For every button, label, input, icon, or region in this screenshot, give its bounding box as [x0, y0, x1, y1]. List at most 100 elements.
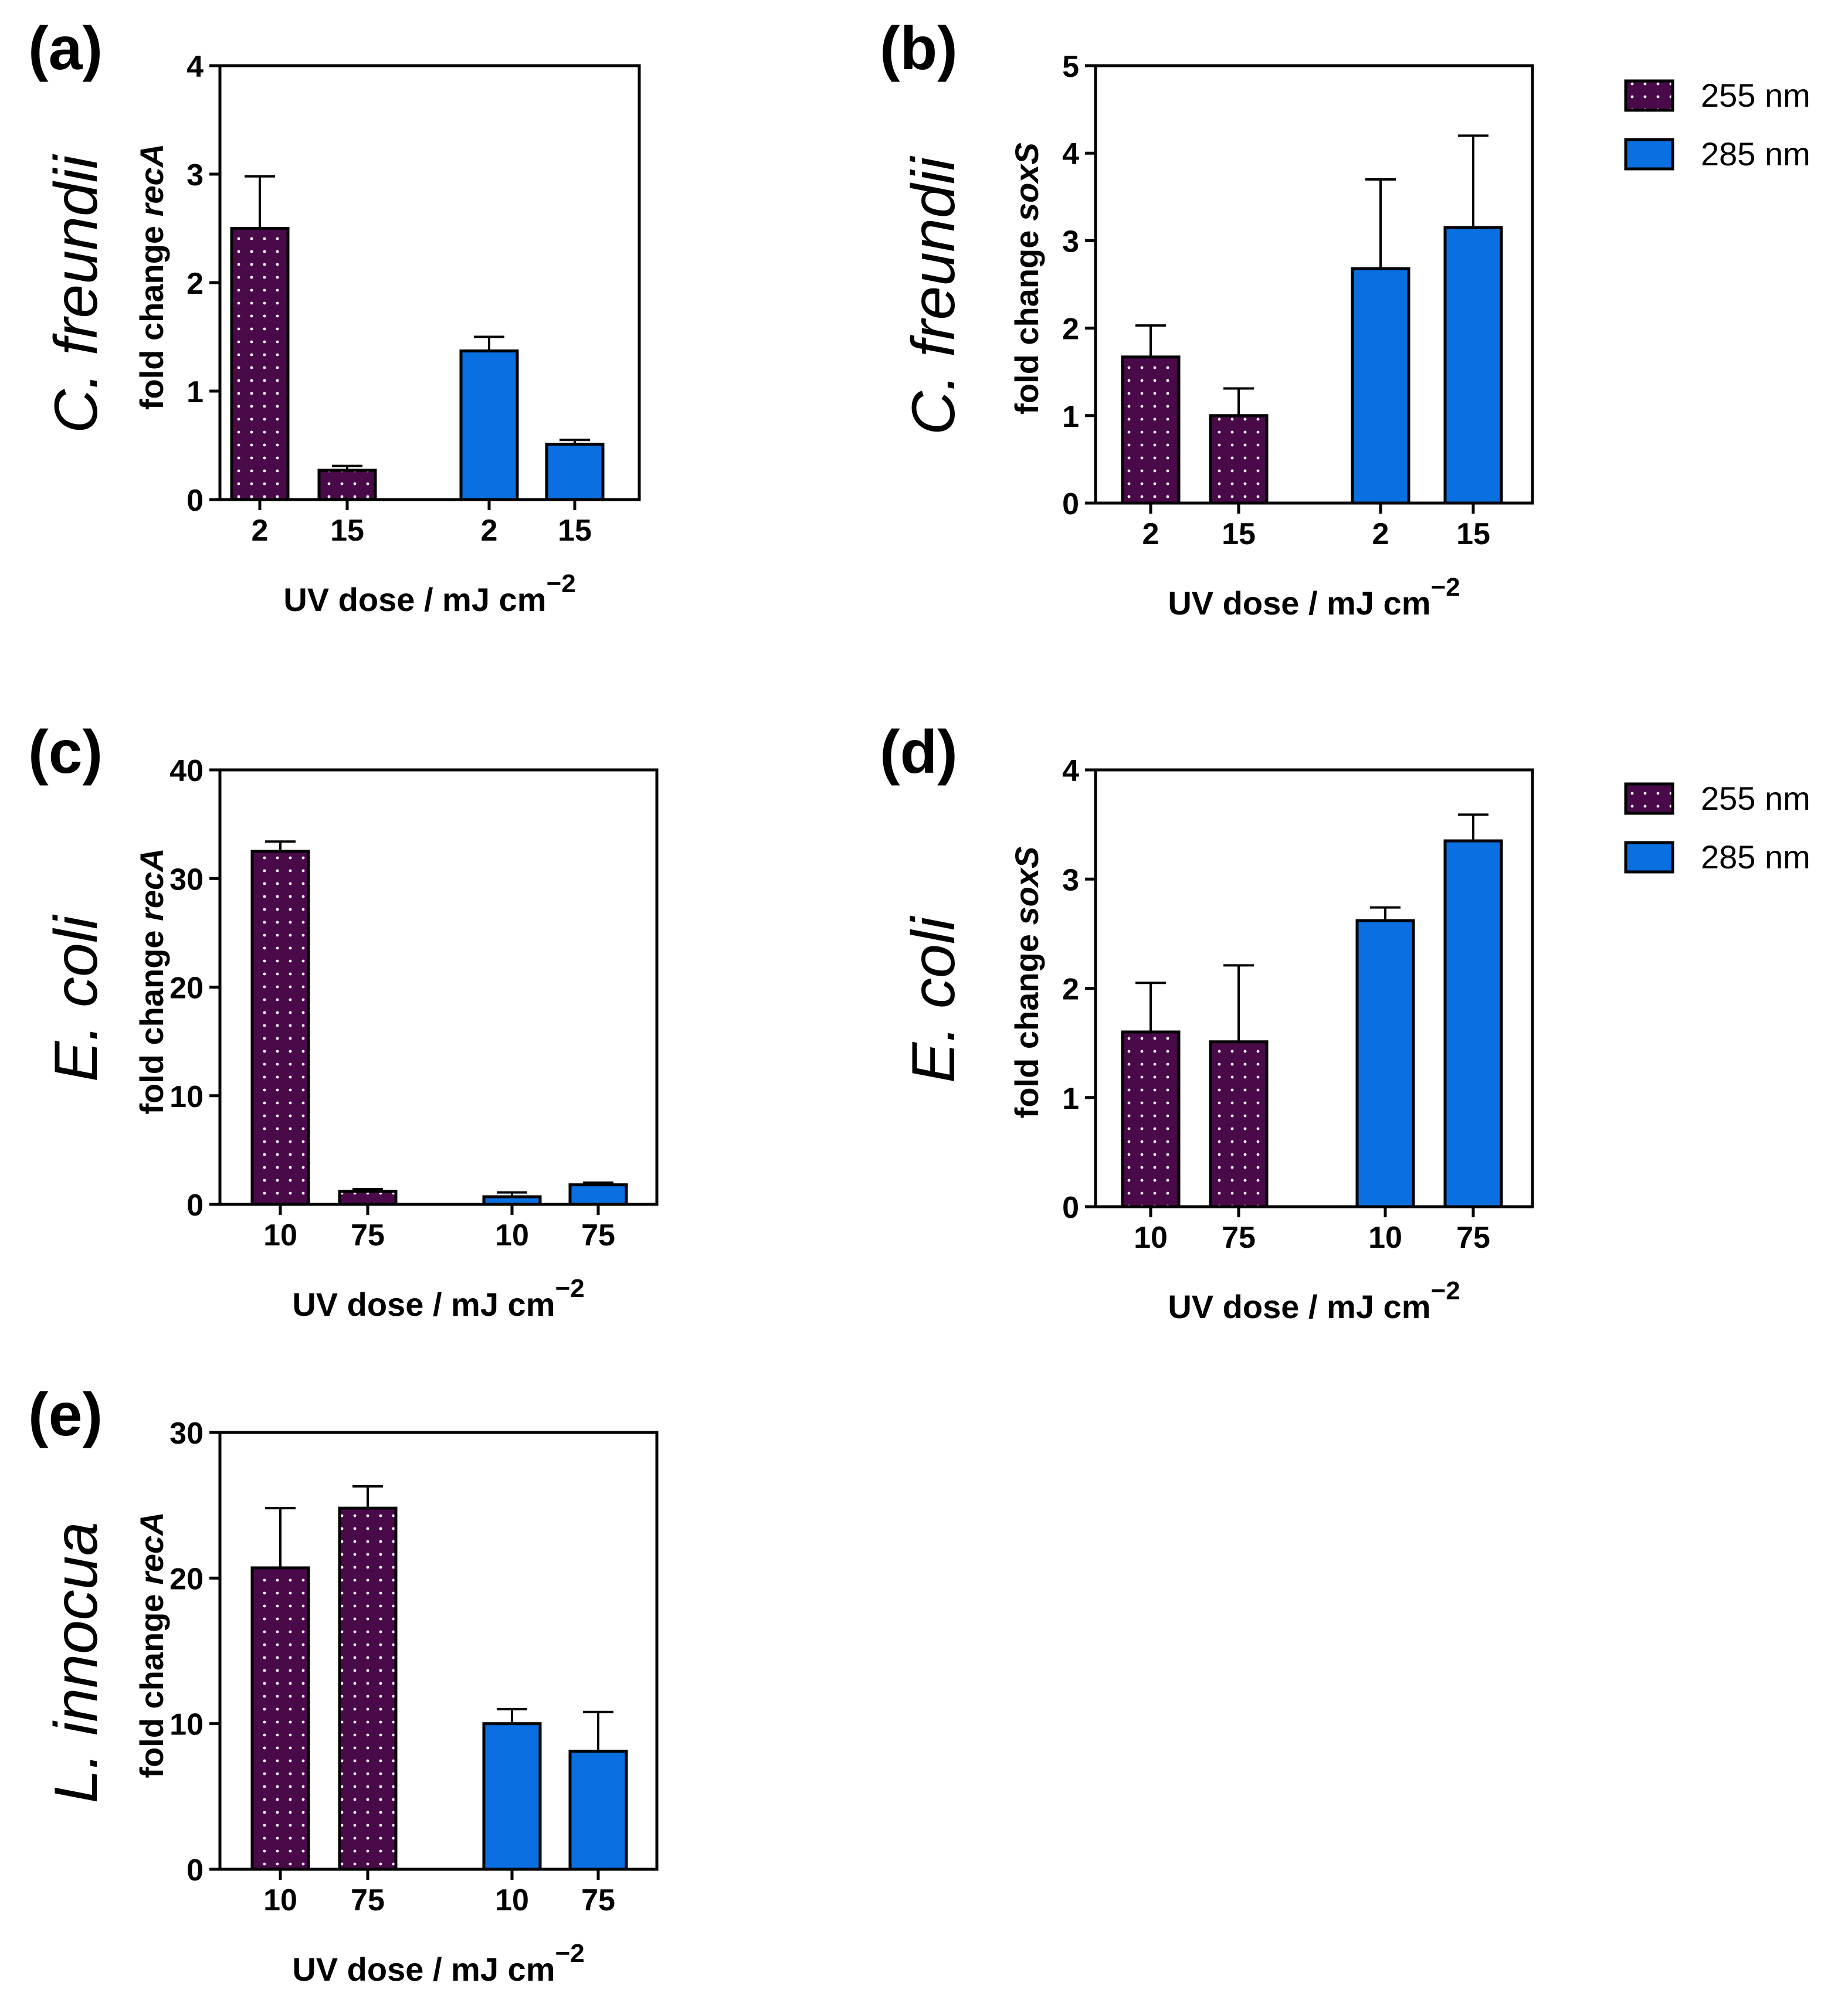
legend-2: 255 nm 285 nm [1624, 780, 1810, 875]
plot-frame [1094, 64, 1534, 505]
x-tick-label: 15 [1456, 517, 1490, 551]
y-tick-label: 40 [169, 754, 204, 788]
y-tick-label: 1 [187, 375, 204, 409]
bar-255nm-2 [1121, 355, 1181, 505]
y-tick-label: 1 [1062, 400, 1079, 434]
y-tick-label: 10 [169, 1708, 204, 1742]
x-axis-label: UV dose / mJ cm−2 [292, 1939, 584, 1988]
x-axis-label-sup: −2 [1431, 573, 1460, 602]
x-axis-label-sup: −2 [555, 1939, 585, 1968]
y-axis-label: fold change recA [133, 1512, 170, 1778]
y-axis-label-gene: recA [133, 144, 170, 217]
x-axis-label-sup: −2 [1431, 1276, 1460, 1305]
bar-285nm-15 [1443, 226, 1503, 505]
x-axis-label: UV dose / mJ cm−2 [283, 569, 575, 618]
y-axis-label-prefix: fold change [133, 216, 170, 410]
x-tick-label: 10 [495, 1218, 529, 1252]
bar-255nm-15 [1209, 414, 1269, 505]
y-tick-label: 30 [169, 1417, 204, 1451]
x-axis-label-main: UV dose / mJ cm [292, 1951, 555, 1988]
x-tick-label: 10 [263, 1883, 297, 1917]
organism-label: L. innocua [42, 1522, 110, 1804]
y-axis-label-prefix: fold change [1008, 925, 1045, 1119]
legend-swatch-255nm [1624, 79, 1674, 112]
y-tick-label: 0 [187, 484, 204, 518]
x-axis-label-main: UV dose / mJ cm [1168, 585, 1430, 622]
y-tick-label: 4 [1062, 137, 1079, 171]
legend-label: 285 nm [1701, 838, 1810, 875]
bar-285nm-2 [1351, 267, 1410, 505]
x-tick-label: 10 [495, 1883, 529, 1917]
panel-label: (d) [880, 718, 958, 786]
legend-swatch-285nm [1624, 841, 1674, 874]
organism-label: C. freundii [42, 154, 110, 433]
plot-frame [218, 1431, 659, 1871]
x-axis-label: UV dose / mJ cm−2 [292, 1274, 584, 1323]
y-axis-label-gene: soxS [1008, 847, 1045, 925]
x-tick-label: 15 [558, 514, 592, 548]
legend-label: 255 nm [1701, 780, 1810, 817]
y-tick-label: 30 [169, 863, 204, 897]
x-tick-label: 75 [581, 1883, 615, 1917]
x-axis-label-main: UV dose / mJ cm [283, 581, 546, 618]
bar-255nm-10 [250, 1566, 310, 1871]
x-tick-label: 10 [263, 1218, 297, 1252]
x-axis-label: UV dose / mJ cm−2 [1168, 573, 1460, 622]
bar-285nm-10 [482, 1195, 542, 1206]
y-axis-label-gene: recA [133, 848, 170, 921]
legend-swatch-285nm [1624, 138, 1674, 171]
bar-255nm-2 [230, 227, 290, 501]
y-tick-label: 0 [1062, 487, 1079, 521]
x-tick-label: 75 [351, 1883, 385, 1917]
bar-255nm-75 [338, 1506, 398, 1871]
x-tick-label: 75 [1456, 1221, 1490, 1255]
x-tick-label: 2 [481, 514, 498, 548]
legend-label: 255 nm [1701, 77, 1810, 114]
x-tick-label: 75 [581, 1218, 615, 1252]
x-tick-label: 10 [1368, 1221, 1402, 1255]
panel-c: (c) E. coli fold change recA 0 10 20 30 40 10 75 1… [28, 718, 659, 1323]
panel-b: (b) C. freundii fold change soxS 0 1 2 3 4 5 2 15 2… [880, 15, 1534, 622]
y-tick-label: 10 [169, 1080, 204, 1114]
y-axis-label: fold change soxS [1008, 142, 1045, 415]
y-axis-label-prefix: fold change [133, 921, 170, 1115]
x-axis-label-main: UV dose / mJ cm [292, 1286, 555, 1323]
x-tick-label: 2 [1372, 517, 1389, 551]
y-tick-label: 20 [169, 1562, 204, 1596]
panel-label: (a) [28, 15, 103, 83]
y-axis-label-gene: recA [133, 1512, 170, 1585]
y-tick-label: 20 [169, 972, 204, 1006]
legend-1: 255 nm 285 nm [1624, 77, 1810, 172]
bar-255nm-10 [1121, 1030, 1181, 1208]
organism-label: E. coli [900, 915, 968, 1083]
bar-285nm-15 [545, 443, 605, 501]
y-tick-label: 4 [1062, 754, 1079, 788]
bar-285nm-75 [1443, 839, 1503, 1208]
y-tick-label: 1 [1062, 1082, 1079, 1116]
x-axis-label-main: UV dose / mJ cm [1168, 1288, 1430, 1325]
y-tick-label: 0 [187, 1189, 204, 1223]
organism-label: C. freundii [900, 155, 968, 435]
panel-label: (b) [880, 15, 958, 83]
bar-285nm-2 [459, 349, 519, 501]
bar-285nm-10 [1355, 919, 1415, 1208]
panel-label: (c) [28, 718, 103, 786]
legend-label: 285 nm [1701, 135, 1810, 172]
panel-e: (e) L. innocua fold change recA 0 10 20 30 10 75… [28, 1381, 659, 1988]
y-tick-label: 2 [1062, 973, 1079, 1007]
x-tick-label: 75 [351, 1218, 385, 1252]
bar-255nm-15 [317, 468, 377, 501]
y-tick-label: 4 [187, 50, 204, 84]
y-axis-label-prefix: fold change [133, 1585, 170, 1778]
y-tick-label: 0 [1062, 1191, 1079, 1225]
y-axis-label: fold change soxS [1008, 847, 1045, 1119]
panel-label: (e) [28, 1381, 103, 1449]
y-tick-label: 0 [187, 1853, 204, 1887]
x-tick-label: 15 [1222, 517, 1256, 551]
x-tick-label: 10 [1134, 1221, 1168, 1255]
y-tick-label: 2 [187, 267, 204, 301]
bar-255nm-10 [250, 850, 310, 1206]
bar-255nm-75 [1209, 1040, 1269, 1208]
y-axis-label: fold change recA [133, 144, 170, 410]
